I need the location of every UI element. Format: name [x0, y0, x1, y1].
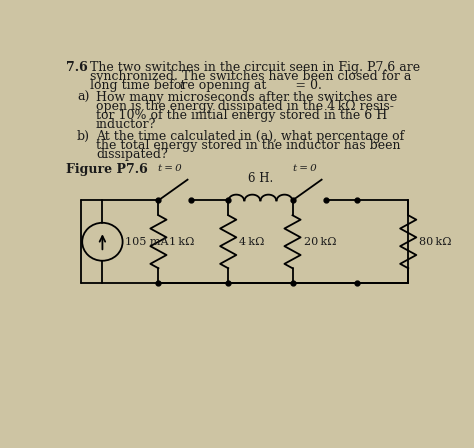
Text: 7.6: 7.6: [66, 61, 88, 74]
Text: open is the energy dissipated in the 4 kΩ resis-: open is the energy dissipated in the 4 k…: [96, 99, 394, 112]
Text: 80 kΩ: 80 kΩ: [419, 237, 452, 247]
Text: 6 H.: 6 H.: [248, 172, 273, 185]
Text: b): b): [77, 130, 90, 143]
Text: a): a): [77, 90, 89, 103]
Text: tor 10% of the initial energy stored in the 6 H: tor 10% of the initial energy stored in …: [96, 108, 387, 121]
Text: t = 0: t = 0: [293, 164, 317, 173]
Text: inductor?: inductor?: [96, 117, 156, 130]
Text: 4 kΩ: 4 kΩ: [239, 237, 264, 247]
Text: the total energy stored in the inductor has been: the total energy stored in the inductor …: [96, 139, 401, 152]
Text: At the time calculated in (a), what percentage of: At the time calculated in (a), what perc…: [96, 130, 404, 143]
Text: How many microseconds after the switches are: How many microseconds after the switches…: [96, 90, 397, 103]
Text: 105 mA: 105 mA: [125, 237, 169, 247]
Text: long time before opening at           = 0.: long time before opening at = 0.: [91, 79, 322, 92]
Text: The two switches in the circuit seen in Fig. P7.6 are: The two switches in the circuit seen in …: [91, 61, 420, 74]
Text: t: t: [179, 79, 184, 92]
Text: Figure P7.6: Figure P7.6: [66, 164, 147, 177]
Text: t = 0: t = 0: [157, 164, 182, 173]
Text: 20 kΩ: 20 kΩ: [303, 237, 336, 247]
Text: 1 kΩ: 1 kΩ: [170, 237, 195, 247]
Text: synchronized. The switches have been closed for a: synchronized. The switches have been clo…: [91, 70, 412, 83]
Text: dissipated?: dissipated?: [96, 148, 168, 161]
